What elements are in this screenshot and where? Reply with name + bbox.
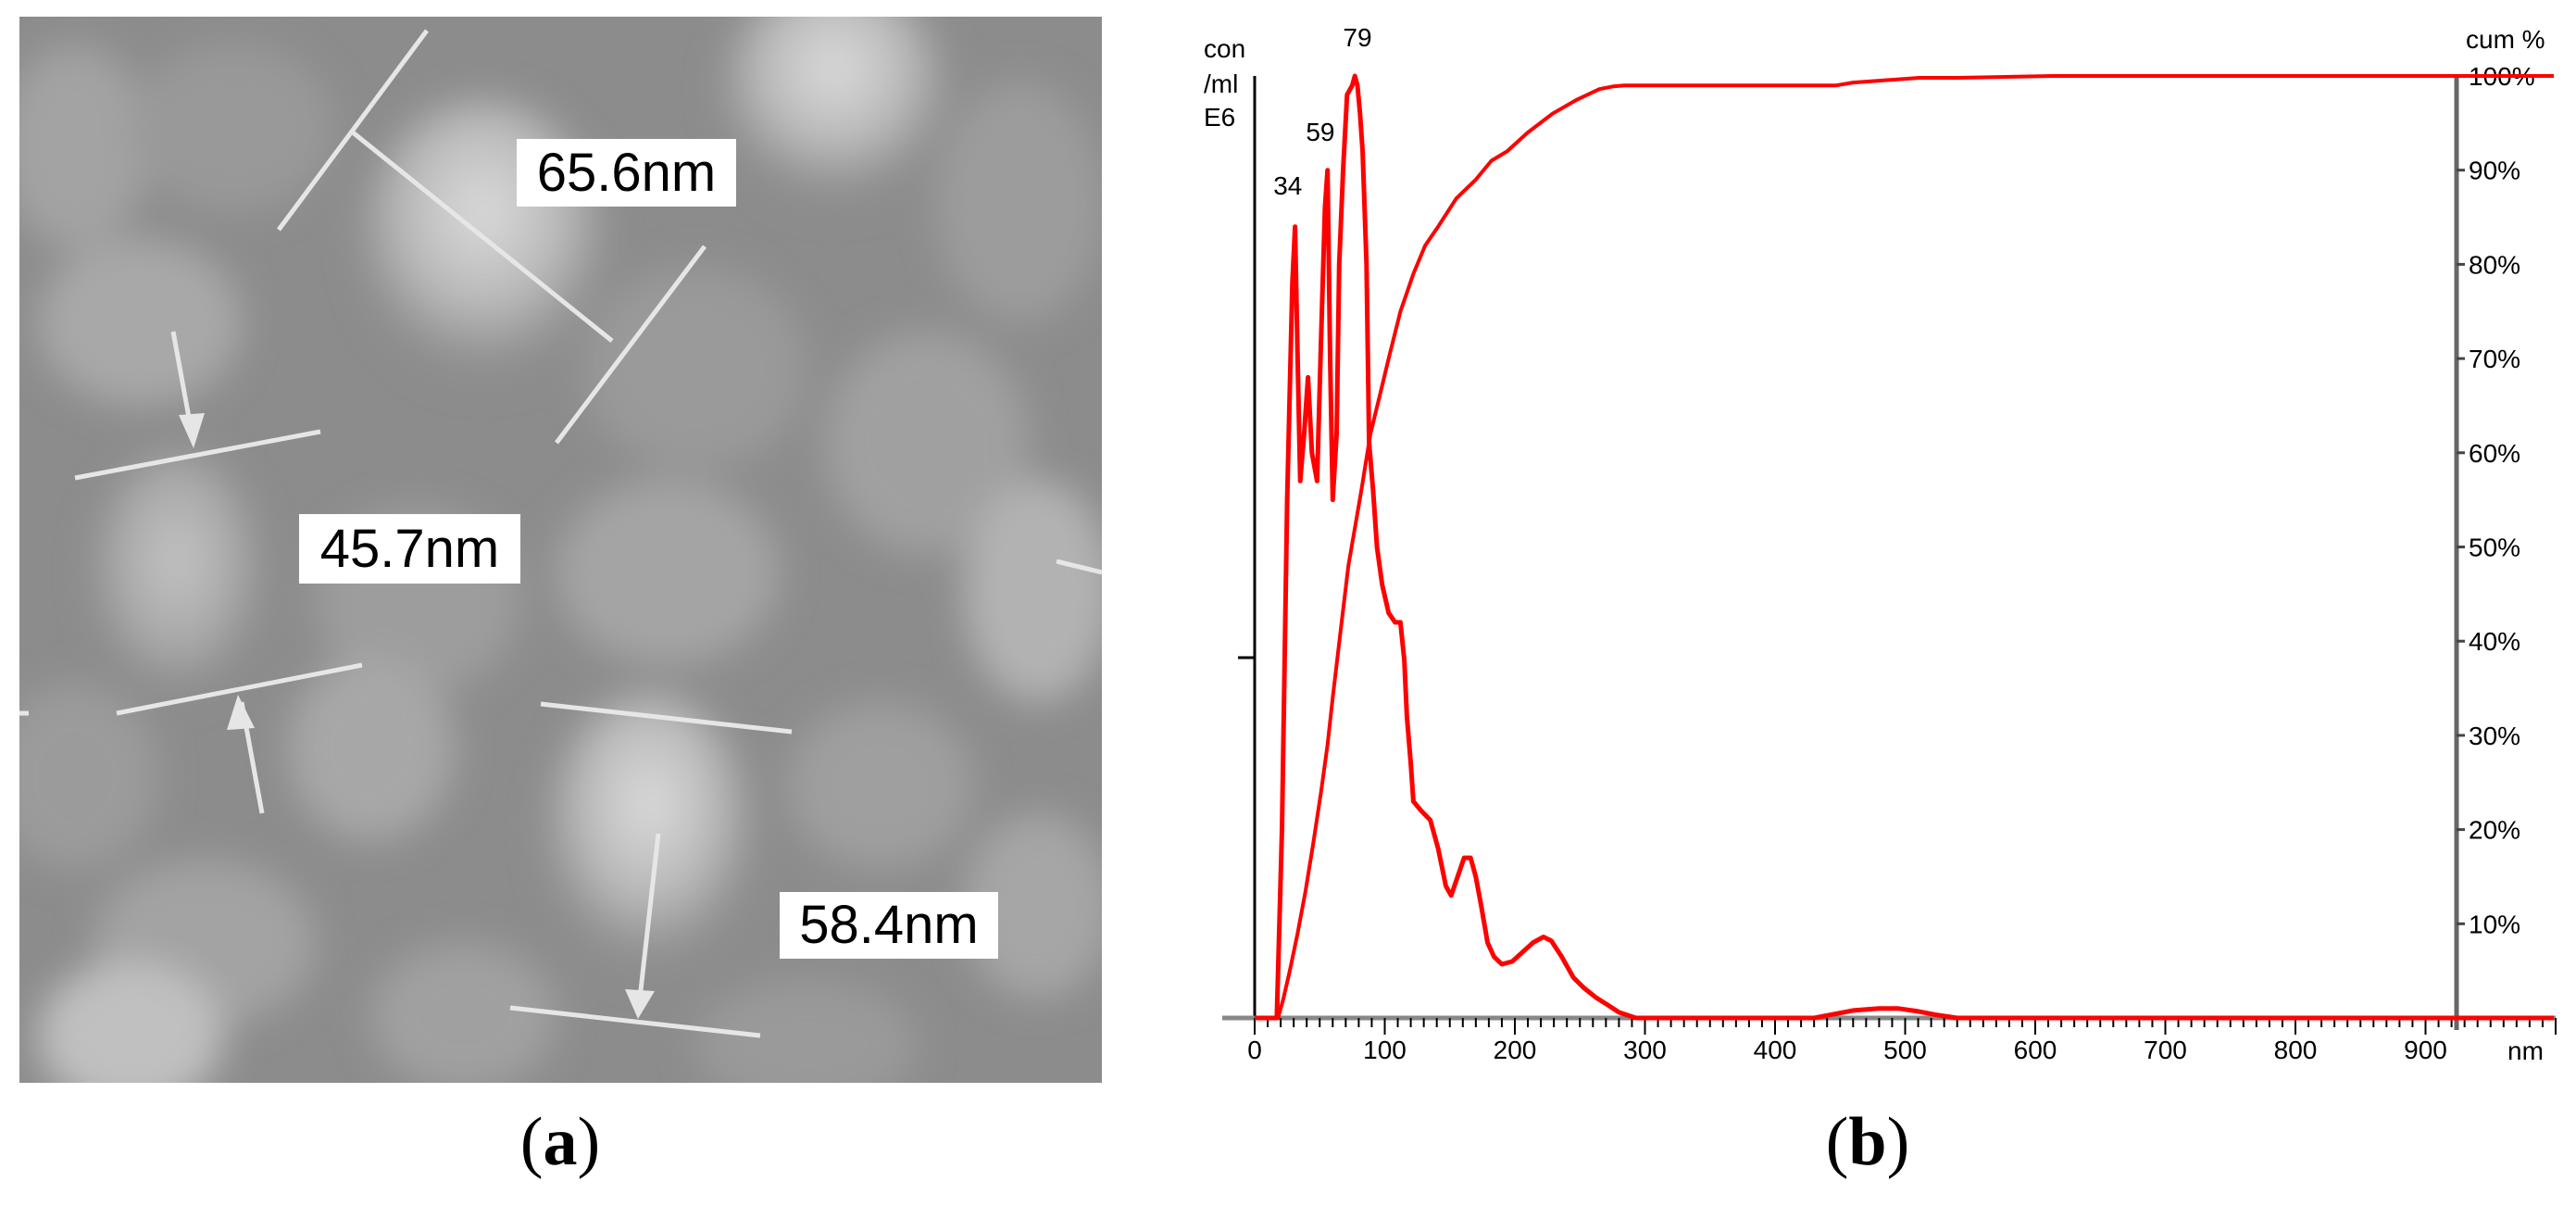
x-tick-label: 0 <box>1247 1036 1262 1064</box>
x-axis-unit-label: nm <box>2507 1036 2544 1065</box>
x-tick-label: 700 <box>2144 1036 2187 1064</box>
x-tick-label: 300 <box>1623 1036 1667 1064</box>
caption-a-letter: a <box>543 1104 578 1180</box>
chart-canvas: con /ml E6 cum % nm 0 100 200 300 400 500 600 7… <box>1204 23 2557 1065</box>
concentration-curve <box>1255 73 2554 1021</box>
y-right-tick-label: 90% <box>2469 157 2520 185</box>
y-right-tick-label: 50% <box>2469 534 2520 562</box>
x-axis-ticks: 0 100 200 300 400 500 600 700 800 900 <box>1247 1018 2557 1064</box>
y-right-tick-label: 10% <box>2469 910 2520 938</box>
y-right-tick-label: 70% <box>2469 345 2520 373</box>
x-tick-label: 800 <box>2274 1036 2318 1064</box>
sem-image: 65.6nm 45.7nm 58.4nm <box>19 17 1102 1083</box>
x-tick-label: 600 <box>2014 1036 2057 1064</box>
x-tick-label: 500 <box>1883 1036 1927 1064</box>
y-right-label: cum % <box>2466 25 2545 54</box>
peak-label: 59 <box>1306 118 1334 146</box>
measurement-label-45-7: 45.7nm <box>299 514 520 584</box>
caption-b: (b) <box>1825 1104 1910 1180</box>
peak-label: 34 <box>1273 171 1302 200</box>
y-left-label-2: /ml <box>1204 69 1238 98</box>
measurement-label-65-6: 65.6nm <box>517 139 736 207</box>
x-tick-label: 100 <box>1363 1036 1407 1064</box>
peak-label: 79 <box>1343 23 1371 52</box>
y-right-tick-label: 20% <box>2469 816 2520 845</box>
y-right-tick-label: 30% <box>2469 722 2520 750</box>
x-tick-label: 400 <box>1754 1036 1797 1064</box>
x-tick-label: 200 <box>1494 1036 1537 1064</box>
caption-a: (a) <box>519 1104 601 1180</box>
y-left-label-3: E6 <box>1204 103 1235 132</box>
caption-b-letter: b <box>1848 1104 1887 1180</box>
size-distribution-chart: con /ml E6 cum % nm 0 100 200 300 400 500 600 7… <box>1194 0 2576 1093</box>
x-tick-label: 900 <box>2404 1036 2447 1064</box>
y-axis-right-ticks: 10%20%30%40%50%60%70%80%90%100% <box>2457 62 2535 938</box>
y-right-tick-label: 40% <box>2469 627 2520 656</box>
measurement-lines <box>19 29 1102 1038</box>
y-right-tick-label: 60% <box>2469 439 2520 468</box>
y-right-tick-label: 80% <box>2469 250 2520 279</box>
measurement-label-58-4: 58.4nm <box>780 892 998 959</box>
y-left-label-1: con <box>1204 34 1245 63</box>
cumulative-curve <box>1255 74 2554 1020</box>
series-layer <box>1255 73 2554 1021</box>
